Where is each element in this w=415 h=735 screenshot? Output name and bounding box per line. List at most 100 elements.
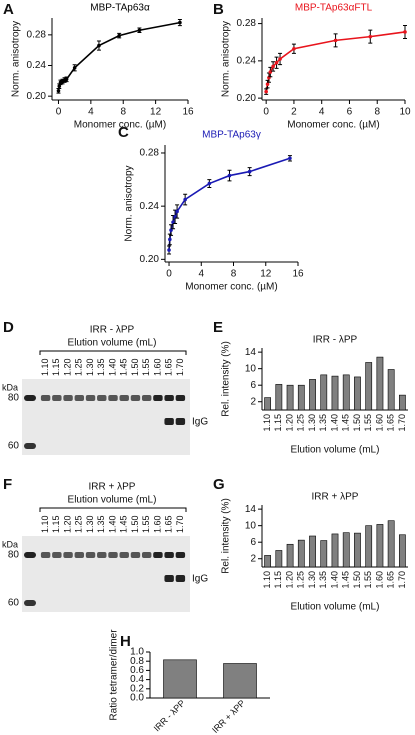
protein-band [85, 552, 96, 558]
lane-label: 1.70 [175, 515, 185, 533]
data-point [117, 33, 121, 38]
panel-letter: E [213, 319, 223, 336]
y-tick-label: 0.0 [130, 693, 144, 704]
x-tick-label: 1.30 [307, 414, 317, 432]
protein-band [108, 552, 118, 558]
y-tick-label: 0.2 [130, 683, 144, 694]
bar [297, 384, 305, 411]
x-tick-label: 1.10 [262, 571, 272, 589]
panel-letter: B [213, 1, 224, 18]
gel-image [22, 379, 190, 455]
unit-label: kDa [2, 539, 18, 549]
x-tick-label: 1.60 [374, 571, 384, 589]
y-tick-label: 0.28 [140, 148, 160, 159]
protein-band [141, 552, 152, 558]
data-point [56, 89, 61, 93]
y-axis-label: Rel. intensity (%) [221, 498, 232, 574]
bar [331, 533, 339, 568]
panel-letter: F [3, 476, 12, 493]
x-tick-label: 8 [374, 107, 380, 118]
x-tick-label: 2 [291, 107, 297, 118]
x-tick-label: 1.45 [341, 414, 351, 432]
protein-band [164, 395, 174, 401]
y-tick-label: 0.24 [140, 201, 160, 212]
y-tick-label: 6 [250, 537, 256, 548]
x-tick-label: 1.65 [386, 571, 396, 589]
protein-band [97, 395, 107, 401]
igg-band [164, 575, 174, 582]
igg-band [175, 575, 186, 582]
lane-label: 1.40 [107, 515, 117, 533]
protein-band [85, 395, 96, 401]
x-tick-label: 1.10 [262, 414, 272, 432]
protein-band [97, 552, 107, 558]
x-tick-label: 0 [166, 269, 172, 280]
y-tick-label: 0.28 [27, 30, 47, 41]
bar [264, 555, 272, 568]
x-tick-label: 1.35 [318, 414, 328, 432]
x-tick-label: 1.15 [273, 414, 283, 432]
y-tick-label: 14 [245, 347, 257, 358]
lane-label: 1.40 [107, 358, 117, 376]
x-axis-label: Monomer conc. (µM) [185, 282, 277, 293]
y-tick-label: 2 [250, 553, 256, 564]
x-tick-label: 1.15 [273, 571, 283, 589]
bar [223, 663, 257, 699]
bar [275, 550, 283, 568]
data-point [168, 237, 172, 242]
bar [320, 540, 328, 568]
lane-label: 1.55 [141, 358, 151, 376]
data-point [178, 20, 182, 25]
data-point [57, 84, 62, 89]
bar [376, 524, 384, 568]
data-point [271, 64, 275, 69]
lane-label: 1.50 [130, 358, 140, 376]
x-tick-label: 8 [231, 269, 237, 280]
y-tick-label: 14 [245, 504, 257, 515]
panel-letter: A [3, 1, 14, 18]
y-tick-label: 0.8 [130, 656, 144, 667]
lane-label: 1.45 [119, 515, 129, 533]
protein-band [130, 395, 141, 401]
ladder-band [24, 600, 36, 606]
x-tick-label: 0 [56, 107, 62, 118]
x-tick-label: 8 [120, 107, 126, 118]
y-tick-label: 10 [245, 520, 257, 531]
y-tick-label: 2 [250, 396, 256, 407]
y-axis-label: Norm. anisotropy [221, 21, 232, 97]
protein-band [119, 395, 129, 401]
data-point [274, 60, 279, 65]
bar [398, 394, 406, 411]
bracket [39, 350, 187, 355]
y-tick-label: 0.20 [237, 93, 257, 104]
x-tick-label: 12 [150, 107, 162, 118]
data-point [64, 77, 69, 82]
bar [286, 543, 294, 568]
x-tick-label: 1.70 [397, 414, 407, 432]
lane-label: 1.35 [96, 515, 106, 533]
gel-title: IRR + λPP [89, 482, 136, 493]
bar [354, 376, 361, 411]
y-axis-label: Rel. intensity (%) [221, 341, 232, 417]
lane-label: 1.70 [175, 358, 185, 376]
bar [387, 369, 395, 411]
protein-band [175, 552, 186, 558]
lane-label: 1.20 [62, 515, 72, 533]
y-tick-label: 0.24 [27, 60, 47, 71]
x-tick-label: 1.70 [397, 571, 407, 589]
protein-band [175, 395, 186, 401]
data-point [227, 173, 232, 178]
x-tick-label: 1.65 [386, 414, 396, 432]
bar [365, 525, 373, 568]
bracket [39, 507, 187, 512]
x-tick-label: 1.35 [318, 571, 328, 589]
x-tick-label: 6 [347, 107, 353, 118]
x-tick-label: 1.50 [352, 571, 362, 589]
y-axis-label: Ratio tetramer/dimer [109, 629, 120, 721]
x-tick-label: 4 [198, 269, 204, 280]
bar [376, 356, 384, 411]
y-tick-label: 0.28 [237, 18, 257, 29]
lane-label: 1.45 [119, 358, 129, 376]
y-tick-label: 10 [245, 363, 257, 374]
